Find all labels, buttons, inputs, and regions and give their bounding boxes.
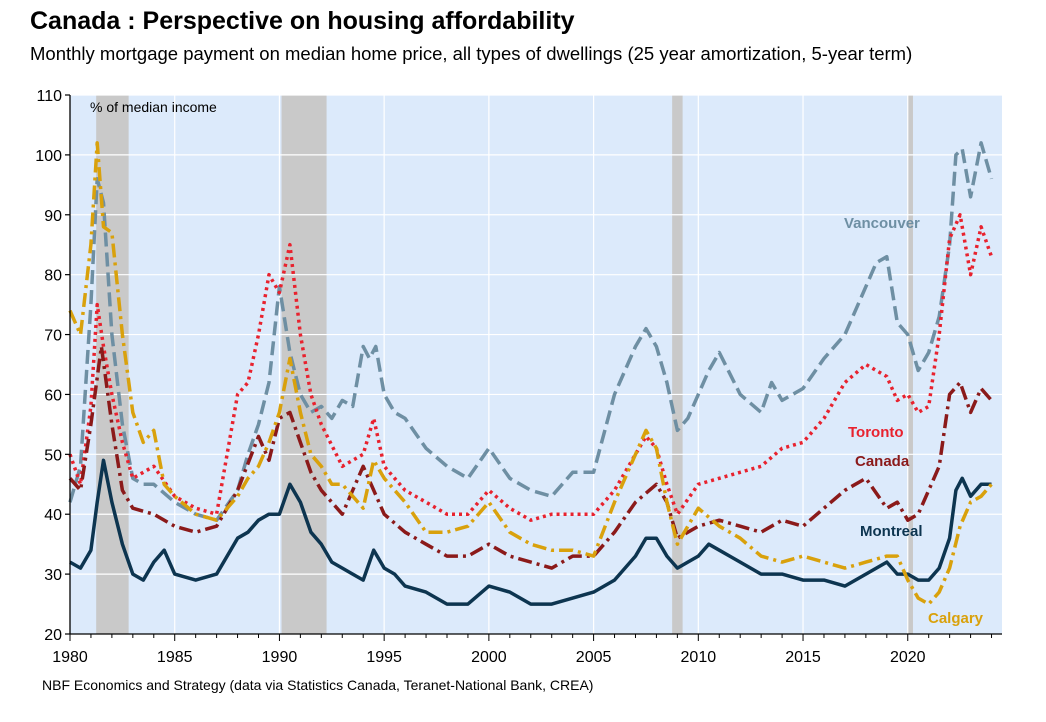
x-tick-label: 2005: [576, 649, 612, 666]
series-lines: [68, 141, 994, 606]
x-tick-label: 2010: [681, 649, 717, 666]
y-tick-label: 100: [35, 148, 62, 165]
y-tick-label: 60: [44, 387, 62, 404]
series-label-vancouver: Vancouver: [844, 215, 920, 232]
gridlines: [70, 94, 1002, 634]
chart-subtitle: Monthly mortgage payment on median home …: [30, 43, 913, 64]
series-label-montreal: Montreal: [860, 523, 923, 540]
series-label-calgary: Calgary: [928, 610, 984, 627]
x-tick-label: 2020: [890, 649, 926, 666]
series-label-canada: Canada: [855, 453, 910, 470]
x-tick-label: 2015: [785, 649, 821, 666]
chart-title: Canada : Perspective on housing affordab…: [30, 7, 575, 35]
plot-area: [70, 95, 1002, 634]
series-line-vancouver: [68, 141, 994, 522]
y-tick-label: 90: [44, 208, 62, 225]
y-tick-label: 30: [44, 567, 62, 584]
recession-band: [907, 95, 913, 634]
y-tick-label: 80: [44, 268, 62, 285]
source-note: NBF Economics and Strategy (data via Sta…: [42, 677, 594, 693]
series-line-montreal: [69, 458, 992, 606]
series-line-canada: [68, 344, 993, 570]
y-tick-label: 110: [36, 88, 62, 105]
x-tick-label: 1995: [366, 649, 402, 666]
series-label-toronto: Toronto: [848, 424, 904, 441]
x-tick-label: 2000: [471, 649, 507, 666]
recession-band: [672, 95, 683, 634]
x-tick-label: 1980: [52, 649, 88, 666]
series-labels: Vancouver Toronto Canada Montreal Calgary: [844, 215, 984, 627]
x-tick-label: 1985: [157, 649, 193, 666]
y-tick-label: 20: [44, 627, 62, 644]
recession-shading: [96, 95, 913, 634]
y-tick-label: 70: [44, 328, 62, 345]
series-line-calgary: [68, 141, 993, 606]
y-tick-label: 50: [44, 447, 62, 464]
y-axis-annotation: % of median income: [90, 99, 217, 115]
x-tick-label: 1990: [262, 649, 298, 666]
axes: 20 30 40 50 60 70 80 90 100 110 1980 1985 1990 1995 20…: [35, 88, 1002, 666]
y-tick-label: 40: [44, 507, 62, 524]
